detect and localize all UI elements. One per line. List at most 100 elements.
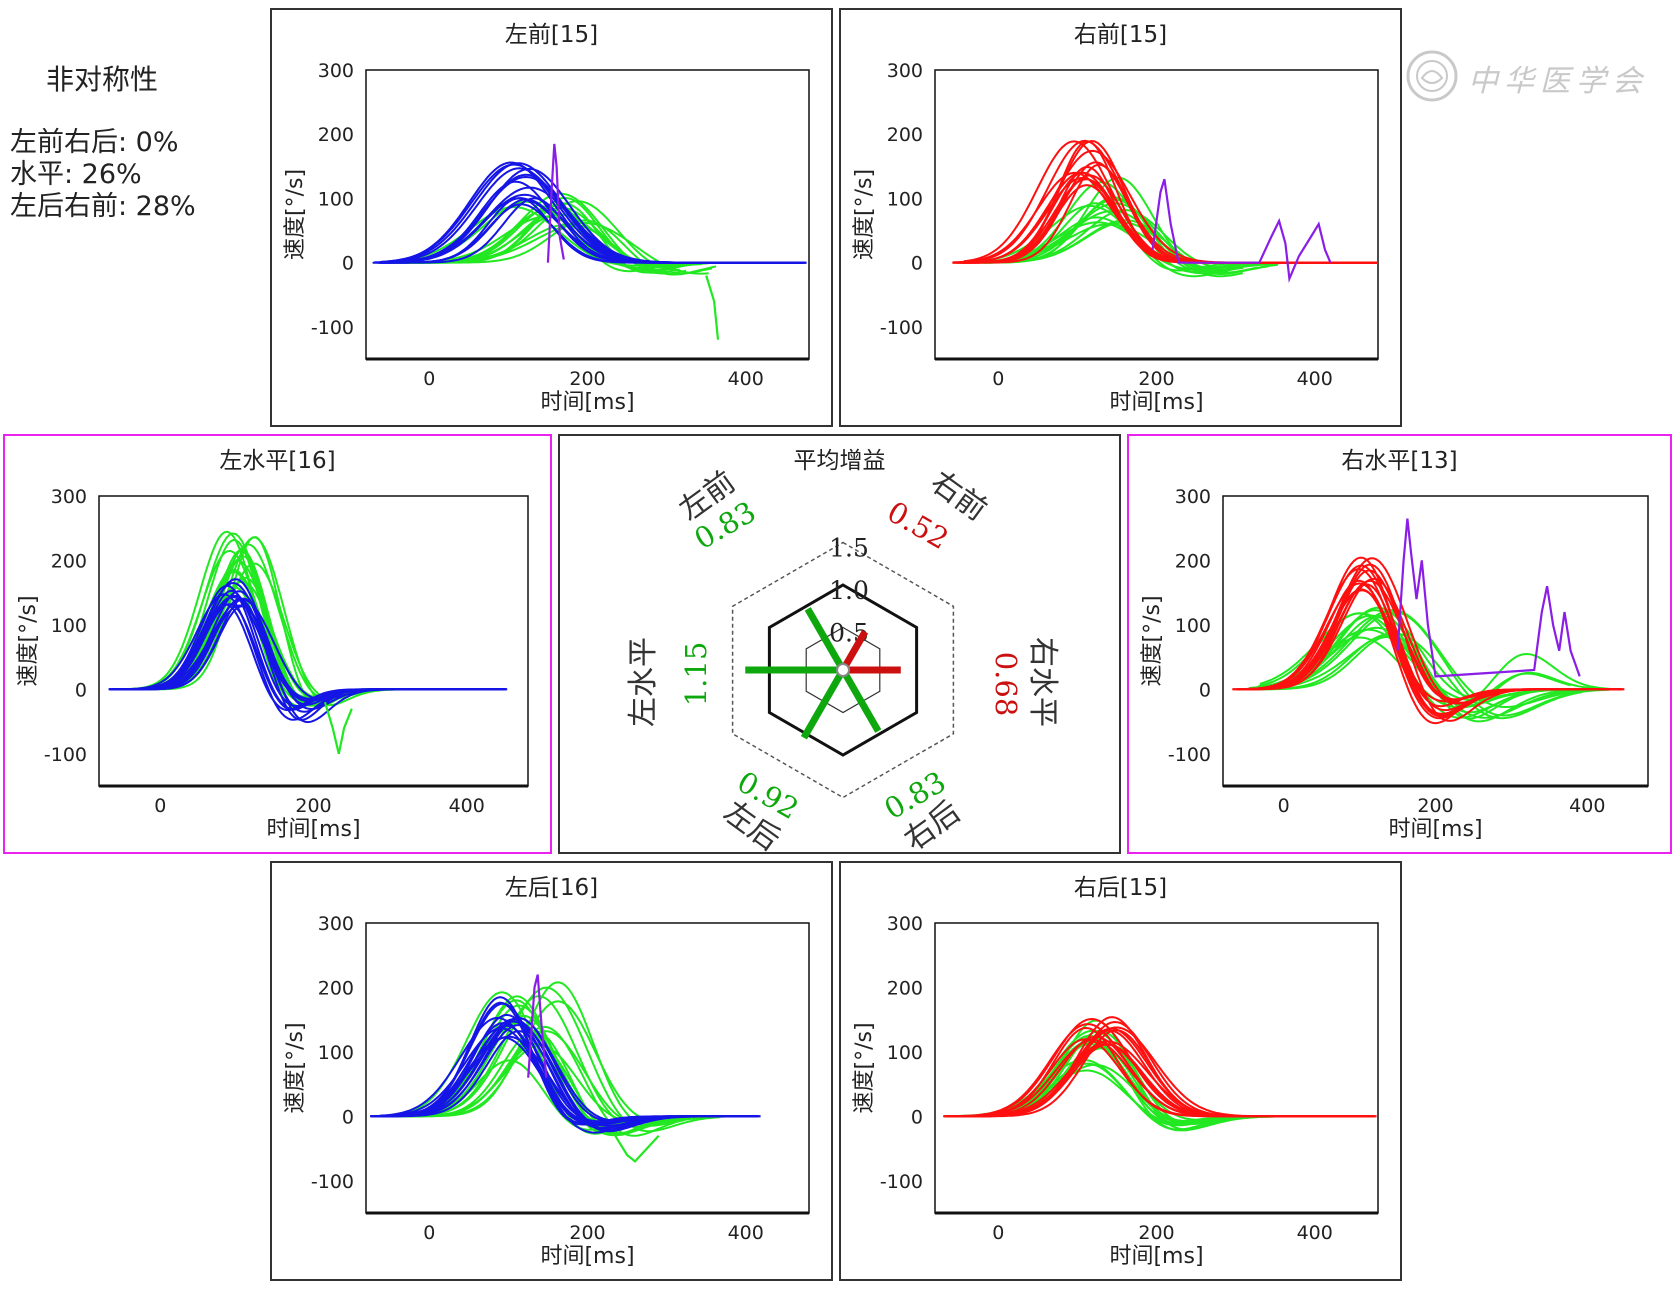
gain-axis-name: 右水平 [1025, 637, 1060, 727]
x-tick-label: 200 [1417, 795, 1453, 817]
x-tick-label: 0 [423, 368, 435, 390]
saccade-trace [527, 974, 548, 1078]
y-tick-label: 300 [1175, 486, 1211, 508]
x-tick-label: 400 [728, 368, 764, 390]
panel-left-posterior: 左后[16] 300 200 100 0 -100 0 200 400 时间[ms] 速度[°/s] [270, 861, 833, 1281]
gain-ring [805, 626, 881, 714]
panel-left-anterior: 左前[15] 300 200 100 0 -100 0 200 400 时间[ms] 速度[°/s] [270, 8, 833, 427]
y-tick-label: 0 [1199, 679, 1211, 701]
eye-velocity-dip [614, 1134, 660, 1163]
saccade-trace [546, 143, 565, 263]
gain-value-label: 0.68 [989, 652, 1023, 717]
y-tick-label: 200 [318, 124, 354, 146]
y-tick-label: 200 [887, 977, 923, 999]
panel-frame [270, 861, 833, 1281]
plot-area [98, 495, 529, 787]
y-tick-label: -100 [311, 317, 354, 339]
y-axis-label: 速度[°/s] [283, 169, 308, 260]
x-tick-label: 200 [569, 368, 605, 390]
x-tick-label: 200 [569, 1222, 605, 1244]
y-axis-label: 速度[°/s] [1140, 595, 1165, 686]
y-tick-label: 0 [911, 1106, 923, 1128]
x-tick-label: 0 [992, 1222, 1004, 1244]
gain-center [836, 663, 850, 677]
eye-velocity-drop [705, 275, 720, 340]
x-tick-label: 200 [1138, 1222, 1174, 1244]
head-velocity-trace [957, 1016, 1372, 1118]
plot-area [1222, 495, 1649, 787]
y-tick-label: 0 [342, 1106, 354, 1128]
x-tick-label: 200 [295, 795, 331, 817]
panel-title: 右前[15] [1074, 22, 1167, 48]
x-tick-label: 400 [1297, 368, 1333, 390]
panel-right-horizontal: 右水平[13] 300 200 100 0 -100 0 200 400 时间[ms] 速度[°/s… [1127, 434, 1672, 854]
plot-area [365, 922, 810, 1214]
y-tick-label: 100 [887, 1042, 923, 1064]
x-tick-label: 400 [728, 1222, 764, 1244]
gain-ring-label: 1.5 [829, 534, 869, 563]
gain-axis-name: 左水平 [626, 637, 661, 727]
panel-right-anterior: 右前[15] 300 200 100 0 -100 0 200 400 时间[ms] 速度[°/s] [839, 8, 1402, 427]
panel-title: 左后[16] [505, 875, 598, 901]
y-tick-label: 300 [51, 486, 87, 508]
y-tick-label: 100 [1175, 615, 1211, 637]
x-tick-label: 400 [449, 795, 485, 817]
gain-value-label: 1.15 [679, 642, 713, 707]
x-tick-label: 400 [1297, 1222, 1333, 1244]
panel-title: 右水平[13] [1341, 448, 1457, 474]
chart-rp: 右前[15] 300 200 100 0 -100 0 200 400 时间[ms] 速度[°/s] [839, 8, 1402, 427]
panel-frame [839, 861, 1402, 1281]
gain-ring-label: 1.0 [829, 576, 869, 605]
y-tick-label: 0 [342, 253, 354, 275]
watermark-text: 中华医学会 [1468, 64, 1648, 99]
chart-la: 左后[16] 300 200 100 0 -100 0 200 400 时间[ms] 速度[°/s] [270, 861, 833, 1281]
x-axis-label: 时间[ms] [1109, 390, 1203, 415]
gain-bar [800, 668, 847, 740]
y-tick-label: 100 [51, 615, 87, 637]
chart-ra: 右后[15] 300 200 100 0 -100 0 200 400 时间[ms] 速度[°/s] [839, 861, 1402, 1281]
x-axis-label: 时间[ms] [266, 817, 360, 842]
chart-lh: 左水平[16] 300 200 100 0 -100 0 200 400 时间[ms] 速度[°/s… [3, 434, 552, 854]
y-tick-label: 200 [1175, 550, 1211, 572]
asymmetry-lara: 左前右后: 0% [10, 127, 179, 158]
y-tick-label: 300 [887, 913, 923, 935]
asymmetry-lpra: 左后右前: 28% [10, 191, 196, 222]
gain-ring [731, 541, 955, 799]
panel-left-horizontal: 左水平[16] 300 200 100 0 -100 0 200 400 时间[ms] 速度[°/s… [3, 434, 552, 854]
y-axis-label: 速度[°/s] [852, 169, 877, 260]
panel-frame [3, 434, 552, 854]
chart-rh: 右水平[13] 300 200 100 0 -100 0 200 400 时间[ms] 速度[°/s… [1127, 434, 1672, 854]
gain-ring [767, 583, 919, 757]
panel-frame [1127, 434, 1672, 854]
society-seal-icon [1406, 50, 1458, 102]
y-tick-label: 300 [318, 60, 354, 82]
y-tick-label: 200 [318, 977, 354, 999]
y-tick-label: -100 [44, 744, 87, 766]
y-tick-label: 300 [318, 913, 354, 935]
y-tick-label: -100 [1168, 744, 1211, 766]
y-tick-label: 200 [887, 124, 923, 146]
y-tick-label: 300 [887, 60, 923, 82]
panel-title: 平均增益 [794, 448, 886, 474]
y-tick-label: -100 [311, 1171, 354, 1193]
plot-area [365, 69, 810, 360]
head-velocity-trace [963, 140, 1378, 264]
y-tick-label: -100 [880, 317, 923, 339]
x-axis-label: 时间[ms] [540, 390, 634, 415]
x-tick-label: 0 [423, 1222, 435, 1244]
gain-bar [839, 629, 869, 672]
eye-velocity-dip [323, 701, 353, 755]
y-axis-label: 速度[°/s] [283, 1022, 308, 1113]
y-tick-label: -100 [880, 1171, 923, 1193]
y-tick-label: 100 [318, 188, 354, 210]
panel-right-posterior: 右后[15] 300 200 100 0 -100 0 200 400 时间[ms] 速度[°/s] [839, 861, 1402, 1281]
eye-velocity-trace [985, 216, 1245, 271]
x-tick-label: 0 [992, 368, 1004, 390]
panel-frame [839, 8, 1402, 427]
head-velocity-trace [117, 599, 504, 713]
x-tick-label: 200 [1138, 368, 1174, 390]
watermark: 中华医学会 [1404, 48, 1669, 104]
y-tick-label: 0 [75, 679, 87, 701]
head-velocity-trace [376, 1013, 757, 1123]
panel-title: 左水平[16] [219, 448, 335, 474]
